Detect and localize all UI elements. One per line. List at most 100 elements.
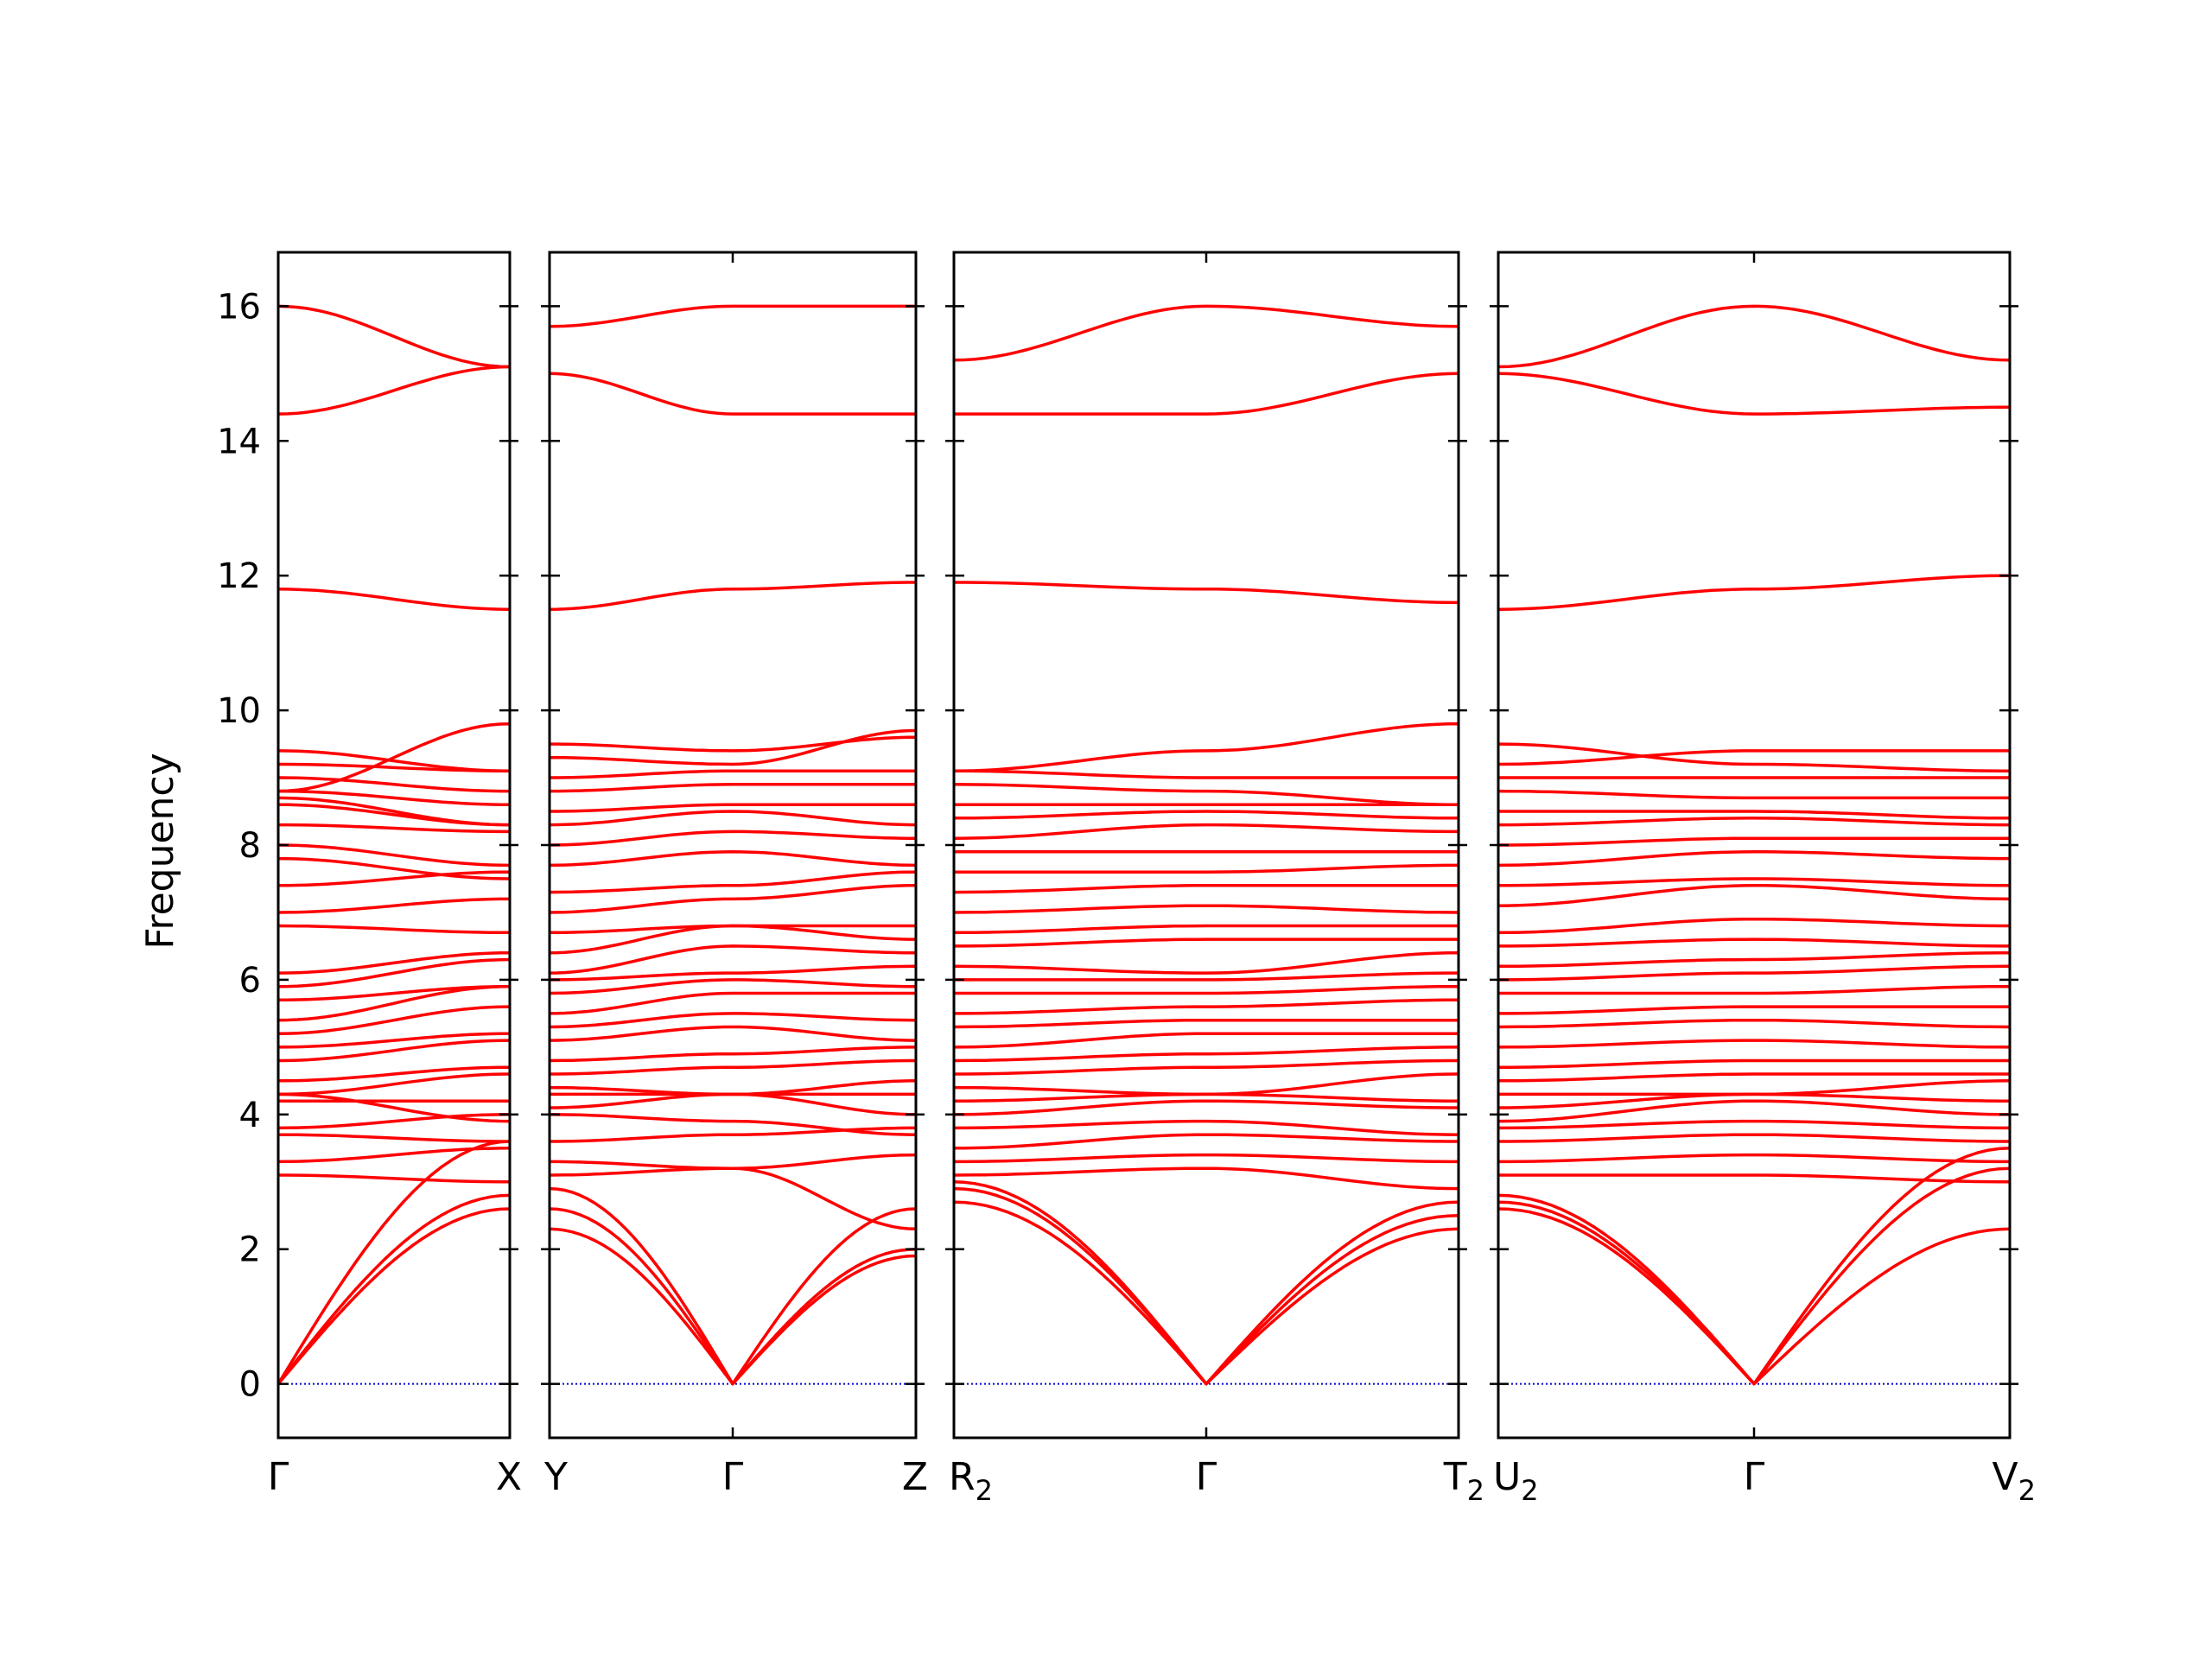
band-line (550, 783, 916, 793)
band-line (954, 998, 1459, 1015)
band-line (954, 721, 1459, 773)
band-line (550, 1113, 916, 1136)
band-line (1498, 1119, 2010, 1130)
band-line (1498, 372, 2010, 416)
band-line (954, 904, 1459, 914)
band-line (278, 1039, 510, 1063)
band-line (954, 950, 1459, 975)
band-line (550, 1025, 916, 1042)
band-line (278, 1092, 510, 1123)
band-line (954, 372, 1459, 416)
band-line (954, 884, 1459, 894)
high-symmetry-label: U2 (1493, 1455, 1539, 1507)
band-line (550, 850, 916, 868)
band-line (550, 735, 916, 753)
band-line (1498, 1173, 2010, 1184)
y-tick-label: 14 (217, 422, 261, 461)
band-line (1498, 810, 2010, 820)
high-symmetry-label: Γ (1744, 1455, 1765, 1499)
band-line (1498, 850, 2010, 868)
y-tick-label: 4 (239, 1096, 261, 1135)
band-line (278, 1072, 510, 1096)
bands-group (954, 304, 1459, 1386)
band-line (550, 1186, 916, 1386)
band-line (278, 984, 510, 1022)
band-line (1498, 1072, 2010, 1083)
band-line (278, 1113, 510, 1130)
band-line (1498, 938, 2010, 948)
band-line (550, 803, 916, 813)
band-line (954, 863, 1459, 874)
y-tick-label: 0 (239, 1365, 261, 1405)
band-line (278, 957, 510, 988)
band-line (278, 1193, 510, 1386)
band-line (954, 581, 1459, 605)
band-line (550, 1012, 916, 1029)
y-tick-label: 8 (239, 826, 261, 866)
band-line (550, 830, 916, 847)
band-line (278, 1147, 510, 1164)
band-line (278, 789, 510, 806)
band-line (278, 984, 510, 1002)
band-line (954, 823, 1459, 840)
high-symmetry-label: R2 (949, 1455, 993, 1507)
band-line (550, 1207, 916, 1386)
band-line (550, 1153, 916, 1170)
band-line (278, 749, 510, 773)
band-line (1498, 918, 2010, 935)
band-line (954, 1200, 1459, 1386)
band-line (954, 1153, 1459, 1164)
band-line (550, 978, 916, 995)
band-line (1498, 877, 2010, 887)
band-line (1498, 1099, 2010, 1123)
high-symmetry-label: Z (902, 1455, 928, 1499)
panel-3: R2 Γ T2 (945, 251, 1484, 1507)
band-line (954, 1133, 1459, 1150)
y-tick-label: 10 (217, 691, 261, 731)
band-line (954, 304, 1459, 362)
panel-4: U2 Γ V2 (1490, 251, 2036, 1507)
band-line (550, 581, 916, 611)
band-line (278, 870, 510, 887)
band-line (1498, 884, 2010, 907)
band-line (278, 1032, 510, 1049)
band-line (1498, 950, 2010, 969)
high-symmetry-label: Γ (722, 1455, 744, 1499)
bands-group (1498, 304, 2010, 1386)
band-line (954, 938, 1459, 948)
band-line (278, 1207, 510, 1386)
band-line (1498, 984, 2010, 995)
band-line (550, 964, 916, 982)
band-line (954, 1180, 1459, 1386)
high-symmetry-label: Y (543, 1455, 568, 1499)
panel-frame (548, 251, 918, 1440)
high-symmetry-label: Γ (268, 1455, 289, 1499)
band-line (550, 1092, 916, 1116)
band-line (954, 1072, 1459, 1096)
band-line (1498, 749, 2010, 766)
band-line (954, 1099, 1459, 1116)
band-line (1498, 574, 2010, 611)
band-line (1498, 1005, 2010, 1015)
band-line (550, 1046, 916, 1063)
bands-group (278, 304, 510, 1386)
band-line (1498, 1133, 2010, 1143)
band-line (1498, 1018, 2010, 1029)
band-line (1498, 742, 2010, 773)
y-tick-label: 12 (217, 556, 261, 596)
band-line (550, 1126, 916, 1143)
band-line (550, 1079, 916, 1096)
band-line (550, 1166, 916, 1231)
band-line (550, 810, 916, 827)
band-line (278, 1173, 510, 1184)
band-line (954, 971, 1459, 982)
band-line (1498, 304, 2010, 369)
band-line (550, 944, 916, 975)
band-line (954, 924, 1459, 935)
band-line (278, 365, 510, 416)
band-line (550, 870, 916, 894)
band-line (278, 823, 510, 834)
